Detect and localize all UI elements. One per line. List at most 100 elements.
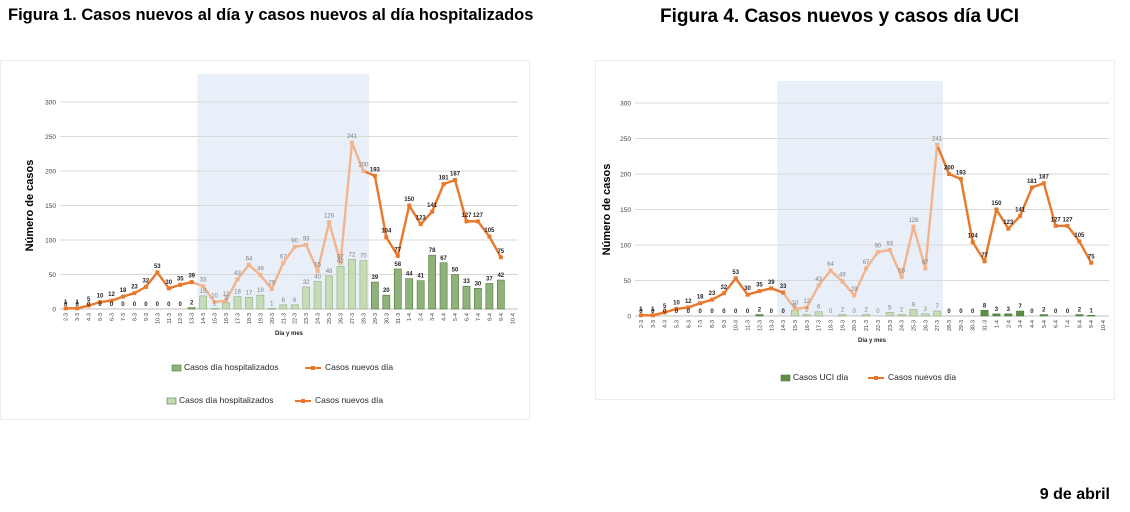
- line-point: [1018, 213, 1023, 218]
- x-tick-label: 19-3: [840, 320, 846, 331]
- bar-value-label: 78: [429, 248, 436, 254]
- line-value-label: 12: [685, 299, 692, 305]
- bar: [921, 313, 930, 317]
- line-point: [212, 300, 217, 305]
- line-point: [338, 260, 343, 265]
- bar: [199, 295, 207, 310]
- line-value-label: 67: [922, 260, 929, 266]
- line-segment: [864, 250, 880, 270]
- bar-value-label: 0: [781, 309, 785, 315]
- line-segment: [983, 208, 998, 263]
- bar-value-label: 3: [924, 307, 928, 313]
- line-segment: [1042, 182, 1057, 228]
- line-point: [662, 310, 667, 315]
- y-tick-label: 200: [620, 172, 631, 179]
- x-tick-label: 4-3: [663, 320, 669, 328]
- line-segment: [259, 273, 274, 291]
- line-point: [698, 301, 703, 306]
- bar: [1016, 310, 1025, 317]
- line-value-label: 33: [780, 284, 787, 290]
- bar-value-label: 2: [805, 308, 809, 314]
- line-segment: [350, 141, 365, 173]
- bar-value-label: 18: [234, 290, 241, 296]
- line-point: [269, 286, 274, 291]
- bar-value-label: 0: [76, 302, 80, 308]
- line-value-label: 32: [721, 285, 728, 291]
- bar-value-label: 3: [1007, 307, 1011, 313]
- bar-value-label: 48: [326, 269, 333, 275]
- y-tick-label: 200: [45, 169, 56, 176]
- bar: [439, 262, 448, 310]
- line-segment: [453, 178, 468, 223]
- bar-value-label: 1: [213, 301, 217, 307]
- x-tick-label: 26-3: [339, 313, 345, 324]
- x-tick-label: 6-4: [464, 313, 470, 321]
- line-point: [1041, 181, 1046, 186]
- y-tick-label: 250: [620, 136, 631, 143]
- line-value-label: 126: [908, 218, 919, 224]
- x-tick-label: 24-3: [316, 313, 322, 324]
- x-tick-label: 10-4: [510, 313, 516, 324]
- bar-value-label: 32: [303, 280, 310, 286]
- line-point: [899, 274, 904, 279]
- line-value-label: 12: [803, 299, 810, 305]
- x-tick-label: 16-3: [805, 320, 811, 331]
- bar: [428, 254, 436, 310]
- line-point: [235, 277, 240, 282]
- line-value-label: 1: [651, 307, 655, 313]
- line-segment: [201, 285, 216, 304]
- bar: [210, 308, 219, 310]
- bar-value-label: 1: [270, 301, 274, 307]
- legend-bar-swatch: [780, 374, 791, 382]
- x-tick-label: 3-4: [430, 313, 436, 321]
- line-point: [1006, 226, 1011, 231]
- line-point: [994, 207, 999, 212]
- line-point: [498, 255, 503, 260]
- line-value-label: 18: [697, 295, 704, 301]
- line-segment: [224, 278, 239, 302]
- bar-value-label: 0: [959, 309, 963, 315]
- bar: [485, 283, 494, 310]
- highlight-period: [777, 81, 944, 316]
- line-segment: [156, 271, 170, 290]
- x-tick-label: 30-3: [384, 313, 390, 324]
- bar-value-label: 0: [133, 302, 137, 308]
- line-value-label: 10: [97, 294, 104, 300]
- line-point: [120, 294, 125, 299]
- bar-value-label: 41: [417, 274, 424, 280]
- bar-value-label: 7: [936, 304, 940, 310]
- legend-label: Casos día hospitalizados: [184, 362, 279, 372]
- line-segment: [408, 204, 422, 226]
- line-point: [75, 306, 80, 311]
- x-tick-label: 11-3: [746, 320, 752, 331]
- y-tick-label: 50: [49, 272, 57, 279]
- x-tick-label: 9-4: [499, 313, 505, 321]
- line-value-label: 1: [76, 300, 80, 306]
- line-value-label: 43: [815, 277, 822, 283]
- line-value-label: 75: [497, 249, 504, 255]
- line-point: [852, 293, 857, 298]
- line-value-label: 43: [234, 271, 241, 277]
- line-value-label: 49: [839, 273, 846, 279]
- bar-value-label: 0: [699, 309, 703, 315]
- line-segment: [327, 220, 342, 264]
- line-point: [361, 169, 366, 173]
- line-value-label: 104: [968, 234, 979, 240]
- x-tick-label: 7-3: [698, 320, 704, 328]
- bar: [462, 285, 471, 310]
- bar: [336, 265, 345, 310]
- line-point: [189, 280, 194, 285]
- line-segment: [419, 210, 434, 226]
- line-segment: [373, 174, 388, 239]
- line-segment: [853, 267, 868, 297]
- bar-value-label: 42: [497, 273, 504, 279]
- line-segment: [144, 271, 159, 289]
- figure-1-title: Figura 1. Casos nuevos al día y casos nu…: [8, 6, 534, 24]
- line-value-label: 67: [337, 254, 344, 260]
- line-point: [143, 284, 148, 289]
- bar-value-label: 0: [651, 309, 655, 315]
- x-tick-label: 31-3: [983, 320, 989, 331]
- bar-value-label: 0: [179, 302, 183, 308]
- line-value-label: 93: [303, 236, 310, 242]
